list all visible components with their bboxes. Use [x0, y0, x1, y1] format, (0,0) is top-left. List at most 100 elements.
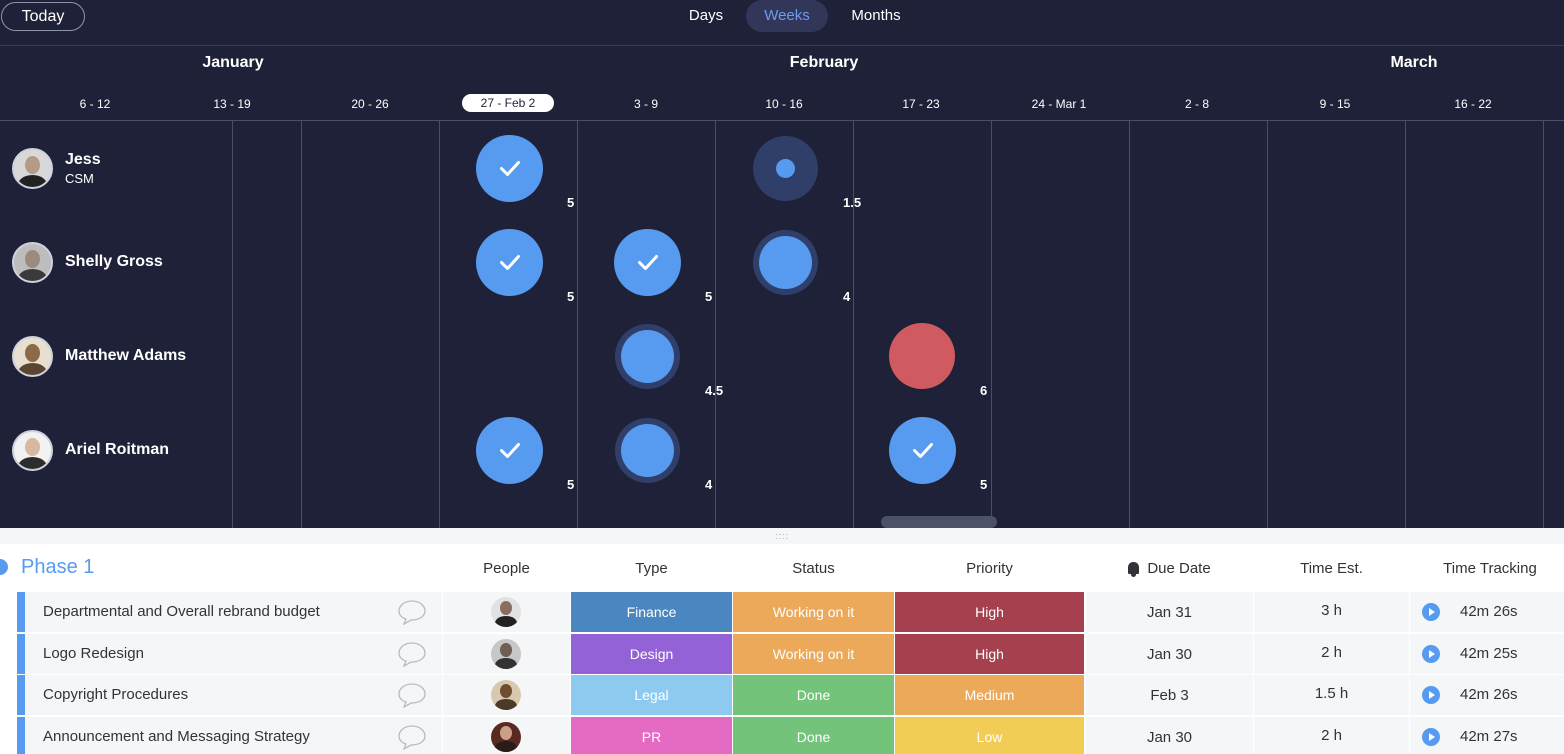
conversation-icon[interactable] [398, 724, 426, 750]
avatar[interactable] [12, 147, 53, 189]
workload-view: Today Days Weeks Months January February… [0, 0, 1564, 528]
week-grid-line [715, 121, 716, 528]
priority-label[interactable]: Low [895, 716, 1084, 754]
status-label[interactable]: Done [733, 716, 894, 754]
workload-bubble-done[interactable] [613, 228, 681, 296]
person-matthew-adams[interactable]: Matthew Adams [12, 335, 186, 377]
view-months-tab[interactable]: Months [851, 7, 901, 24]
view-days-tab[interactable]: Days [688, 7, 724, 24]
column-header-time-tracking[interactable]: Time Tracking [1443, 560, 1537, 577]
person-jess[interactable]: Jess CSM [12, 147, 101, 189]
column-header-due-date[interactable]: Due Date [1086, 560, 1253, 577]
item-name-cell[interactable]: Announcement and Messaging Strategy [25, 716, 442, 754]
type-label[interactable]: PR [571, 716, 732, 754]
avatar[interactable] [12, 335, 53, 377]
avatar[interactable] [12, 429, 53, 471]
conversation-icon[interactable] [398, 682, 426, 708]
bubble-fill [775, 158, 795, 178]
avatar[interactable] [491, 597, 521, 627]
item-name: Logo Redesign [43, 644, 144, 662]
avatar[interactable] [491, 638, 521, 669]
status-label[interactable]: Done [733, 675, 894, 715]
person-info: Ariel Roitman [53, 441, 169, 459]
time-est-cell[interactable]: 1.5 h [1254, 675, 1409, 715]
type-label[interactable]: Design [571, 633, 732, 674]
item-name-cell[interactable]: Departmental and Overall rebrand budget [25, 592, 442, 632]
column-header-priority[interactable]: Priority [966, 560, 1013, 577]
people-cell[interactable] [443, 633, 570, 674]
people-cell[interactable] [443, 675, 570, 715]
conversation-icon[interactable] [398, 641, 426, 667]
avatar-face [25, 155, 40, 174]
type-label[interactable]: Finance [571, 592, 732, 632]
column-header-type[interactable]: Type [635, 560, 668, 577]
item-name: Departmental and Overall rebrand budget [43, 603, 320, 620]
workload-bubble-partial[interactable] [614, 323, 680, 389]
avatar-body [18, 268, 47, 281]
column-header-status[interactable]: Status [792, 560, 835, 577]
play-icon[interactable] [1422, 644, 1440, 663]
priority-label[interactable]: Medium [895, 675, 1084, 715]
column-header-time-est[interactable]: Time Est. [1300, 560, 1363, 577]
item-name-cell[interactable]: Logo Redesign [25, 633, 442, 674]
time-est-cell[interactable]: 2 h [1254, 633, 1409, 674]
play-icon[interactable] [1422, 686, 1440, 704]
time-tracking-cell[interactable]: 42m 26s [1410, 675, 1564, 715]
person-info: Shelly Gross [53, 253, 163, 271]
table-row[interactable]: Departmental and Overall rebrand budget F… [0, 592, 1564, 632]
person-info: Matthew Adams [53, 347, 186, 365]
due-date-cell[interactable]: Feb 3 [1086, 675, 1253, 715]
week-label: 2 - 8 [1184, 97, 1209, 111]
hours-label: 4.5 [705, 383, 724, 398]
time-est-cell[interactable]: 3 h [1254, 592, 1409, 632]
workload-bubble-done[interactable] [888, 416, 956, 484]
workload-bubble-done[interactable] [475, 228, 543, 296]
priority-label[interactable]: High [895, 592, 1084, 632]
workload-bubble-light[interactable] [752, 135, 818, 201]
workload-bubble-done[interactable] [475, 134, 543, 202]
workload-bubble-partial[interactable] [752, 229, 818, 295]
time-tracking-cell[interactable]: 42m 27s [1410, 716, 1564, 754]
workload-bubble-partial[interactable] [614, 417, 680, 483]
group-title[interactable]: Phase 1 [21, 556, 95, 578]
item-name-cell[interactable]: Copyright Procedures [25, 675, 442, 715]
priority-label[interactable]: High [895, 633, 1084, 674]
conversation-icon[interactable] [398, 599, 426, 625]
person-shelly-gross[interactable]: Shelly Gross [12, 241, 163, 283]
checkmark-icon [637, 254, 658, 270]
workload-bubble-done[interactable] [475, 416, 543, 484]
time-tracking-cell[interactable]: 42m 25s [1410, 633, 1564, 674]
type-label[interactable]: Legal [571, 675, 732, 715]
group-collapse-icon[interactable] [0, 559, 8, 575]
time-est-cell[interactable]: 2 h [1254, 716, 1409, 754]
due-date-cell[interactable]: Jan 31 [1086, 592, 1253, 632]
time-tracking-value: 42m 27s [1460, 727, 1518, 745]
horizontal-scrollbar[interactable] [881, 516, 997, 528]
due-date-cell[interactable]: Jan 30 [1086, 716, 1253, 754]
avatar[interactable] [491, 721, 521, 752]
status-label[interactable]: Working on it [733, 592, 894, 632]
play-icon[interactable] [1422, 727, 1440, 746]
people-cell[interactable] [443, 716, 570, 754]
column-header-people[interactable]: People [483, 560, 530, 577]
avatar[interactable] [491, 680, 521, 710]
status-label[interactable]: Working on it [733, 633, 894, 674]
table-row[interactable]: Copyright Procedures Legal Done Medium Feb 3… [0, 675, 1564, 715]
hours-label: 4 [843, 289, 851, 304]
avatar-body [495, 699, 517, 710]
table-row[interactable]: Announcement and Messaging Strategy PR Don… [0, 716, 1564, 754]
pane-resize-handle[interactable]: :::: [0, 528, 1564, 544]
table-row[interactable]: Logo Redesign Design Working on it High Jan … [0, 633, 1564, 674]
people-cell[interactable] [443, 592, 570, 632]
avatar[interactable] [12, 241, 53, 283]
today-button[interactable]: Today [1, 2, 85, 31]
person-name: Ariel Roitman [65, 441, 170, 458]
view-weeks-tab[interactable]: Weeks [746, 0, 828, 32]
time-tracking-cell[interactable]: 42m 26s [1410, 592, 1564, 632]
workload-bubble-overload[interactable] [889, 323, 955, 389]
avatar-face [25, 249, 40, 268]
due-date-cell[interactable]: Jan 30 [1086, 633, 1253, 674]
person-ariel-roitman[interactable]: Ariel Roitman [12, 429, 169, 471]
week-grid-line [1129, 121, 1130, 528]
play-icon[interactable] [1422, 603, 1440, 621]
